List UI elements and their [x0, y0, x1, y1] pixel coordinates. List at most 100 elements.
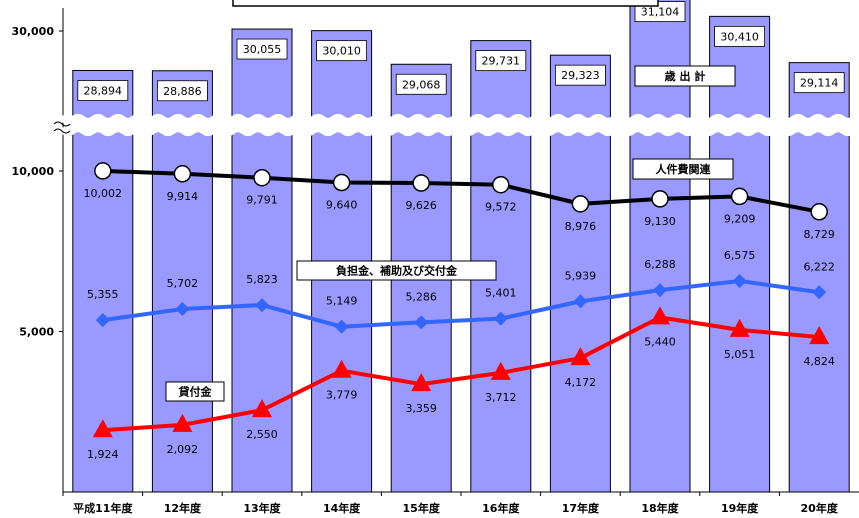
- x-tick-label: 14年度: [323, 501, 361, 515]
- line-point: [490, 361, 511, 380]
- x-tick-label: 16年度: [482, 501, 520, 515]
- legend-box: [632, 158, 734, 180]
- line-value-label: 5,440: [644, 335, 676, 348]
- bar-value-box: [316, 40, 368, 62]
- line-point: [650, 306, 670, 325]
- line-value-label: 2,550: [246, 428, 278, 441]
- bar-value-label: 29,323: [561, 69, 600, 82]
- line-point: [412, 174, 430, 192]
- legend-label: 貸付金: [178, 385, 213, 399]
- bar-value-box: [395, 73, 447, 95]
- line-value-label: 3,712: [485, 391, 517, 404]
- line-point: [732, 273, 747, 288]
- y-tick-label: 30,000: [12, 25, 55, 38]
- line-value-label: 5,401: [485, 287, 517, 300]
- bar: [231, 28, 293, 493]
- x-tick-label: 15年度: [403, 501, 441, 515]
- line-value-label: 4,172: [565, 376, 597, 389]
- line-3: [102, 315, 820, 433]
- line-value-label: 5,355: [87, 288, 119, 301]
- axis-break-wave: [51, 114, 859, 124]
- line-point: [493, 311, 508, 326]
- line-value-label: 1,924: [87, 448, 119, 461]
- line-point: [255, 298, 269, 313]
- line-value-label: 2,092: [167, 443, 199, 456]
- y-tick-label: 5,000: [19, 326, 54, 339]
- line-value-label: 6,222: [803, 260, 835, 273]
- legend-label: 人件費関連: [656, 162, 712, 176]
- line-point: [812, 285, 827, 300]
- line-point: [492, 175, 510, 194]
- line-value-label: 5,286: [405, 290, 437, 303]
- bar-value-box: [714, 25, 765, 47]
- bar-value-label: 28,894: [84, 84, 123, 97]
- legend-label: 歳 出 計: [665, 69, 706, 83]
- y-tick-label: 10,000: [12, 165, 55, 178]
- line-point: [809, 326, 830, 345]
- line-point: [94, 162, 112, 180]
- x-tick-label: 20年度: [801, 501, 839, 515]
- line-value-label: 5,939: [565, 269, 597, 282]
- x-tick-label: 12年度: [164, 501, 202, 515]
- bar-value-box: [475, 50, 527, 72]
- legend-box: [634, 65, 736, 87]
- line-value-label: 9,914: [167, 190, 199, 203]
- line-point: [252, 399, 272, 418]
- line-point: [334, 319, 349, 334]
- line-value-label: 9,640: [326, 199, 358, 212]
- line-value-label: 8,976: [565, 220, 597, 233]
- x-tick-label: 13年度: [243, 501, 281, 515]
- line-value-label: 3,359: [405, 402, 437, 415]
- line-value-label: 5,702: [167, 277, 199, 290]
- line-point: [414, 315, 429, 330]
- line-point: [172, 413, 193, 432]
- line-point: [653, 283, 667, 298]
- line-point: [95, 313, 110, 328]
- line-point: [573, 294, 588, 309]
- bar: [788, 62, 850, 493]
- line-2: [102, 278, 820, 329]
- line-point: [570, 347, 591, 366]
- bar-value-box: [156, 80, 208, 102]
- line-point: [810, 203, 828, 221]
- line-point: [730, 187, 749, 206]
- line-point: [651, 190, 669, 208]
- line-value-label: 9,130: [644, 215, 676, 228]
- bar-value-box: [236, 38, 288, 60]
- bar-value-label: 31,104: [641, 6, 680, 19]
- line-point: [175, 301, 190, 316]
- bar-value-label: 28,886: [163, 85, 202, 98]
- legend-box: [296, 260, 497, 281]
- axis-break-mark: [53, 121, 71, 134]
- x-tick-label: 19年度: [721, 501, 759, 515]
- line-point: [92, 419, 113, 438]
- line-value-label: 5,149: [326, 295, 358, 308]
- x-tick-label: 平成11年度: [73, 501, 133, 515]
- x-tick-label: 18年度: [641, 501, 679, 515]
- line-value-label: 8,729: [803, 228, 835, 241]
- line-value-label: 9,626: [405, 199, 437, 212]
- line-value-label: 9,572: [485, 201, 517, 214]
- line-value-label: 5,823: [246, 273, 278, 286]
- bar-value-label: 29,731: [482, 55, 521, 68]
- axis-break-wave: [51, 126, 859, 136]
- line-value-label: 6,575: [724, 249, 756, 262]
- bar-value-box: [77, 80, 129, 101]
- line-point: [729, 318, 750, 337]
- bar-value-label: 29,114: [800, 77, 839, 90]
- bar-value-label: 30,055: [243, 43, 282, 56]
- line-1: [102, 168, 820, 214]
- line-value-label: 5,051: [724, 348, 756, 361]
- line-point: [173, 165, 192, 183]
- bar-value-label: 29,068: [402, 78, 441, 91]
- bar-value-box: [555, 64, 606, 86]
- x-tick-label: 17年度: [562, 501, 600, 515]
- bar-value-box: [793, 72, 845, 94]
- line-point: [253, 168, 271, 187]
- line-value-label: 10,002: [84, 187, 123, 200]
- bar: [709, 15, 771, 493]
- line-value-label: 4,824: [803, 355, 835, 368]
- line-value-label: 9,791: [246, 194, 278, 207]
- line-point: [571, 195, 590, 213]
